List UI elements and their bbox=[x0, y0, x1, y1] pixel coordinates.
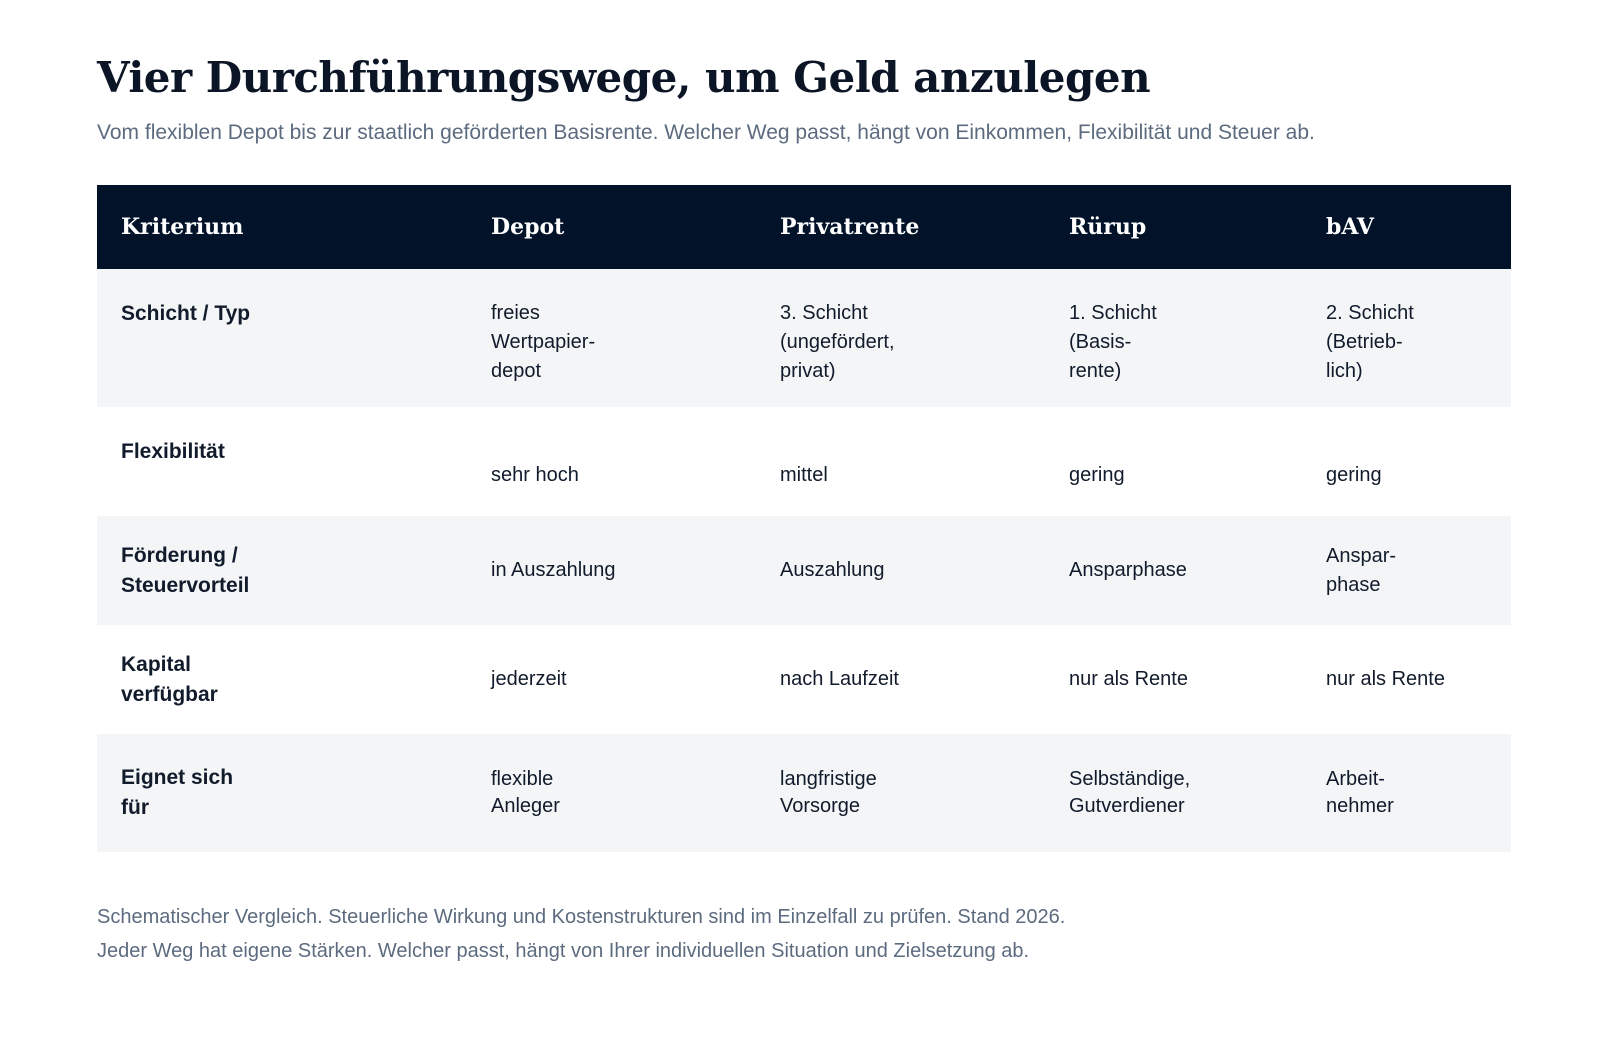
value-line: Selbständige, bbox=[1069, 768, 1191, 790]
value-cell: langfristige Vorsorge bbox=[756, 734, 1045, 852]
value-line: Wertpapier- bbox=[491, 331, 596, 353]
value-line: sehr hoch bbox=[491, 464, 579, 486]
value-cell: jederzeit bbox=[467, 625, 756, 734]
value-cell: nach Laufzeit bbox=[756, 625, 1045, 734]
value-line: 1. Schicht bbox=[1069, 302, 1157, 324]
header-kriterium: Kriterium bbox=[121, 214, 244, 240]
value-line: langfristige bbox=[780, 768, 877, 790]
criterion-cell: Förderung / Steuervorteil bbox=[97, 516, 467, 625]
value-line: 2. Schicht bbox=[1326, 302, 1414, 324]
value-line: (ungefördert, bbox=[780, 331, 895, 353]
value-cell: Anspar- phase bbox=[1302, 516, 1511, 625]
criterion-line: für bbox=[121, 796, 149, 819]
value-line: nur als Rente bbox=[1069, 668, 1188, 690]
criterion-line: Schicht / Typ bbox=[121, 302, 251, 325]
value-cell: 3. Schicht (ungefördert, privat) bbox=[756, 269, 1045, 407]
value-line: lich) bbox=[1326, 360, 1363, 382]
value-line: in Auszahlung bbox=[491, 559, 616, 581]
value-cell: mittel bbox=[756, 407, 1045, 516]
comparison-table: Kriterium Depot Privatrente Rürup bAV Sc… bbox=[97, 185, 1511, 852]
value-line: depot bbox=[491, 360, 542, 382]
value-line: Auszahlung bbox=[780, 559, 885, 581]
table-row: Schicht / Typ freies Wertpapier- depot 3… bbox=[97, 269, 1511, 407]
value-cell: 1. Schicht (Basis- rente) bbox=[1045, 269, 1302, 407]
value-line: (Basis- bbox=[1069, 331, 1132, 353]
criterion-cell: Flexibilität bbox=[97, 407, 467, 516]
value-cell: nur als Rente bbox=[1302, 625, 1511, 734]
table-row: Kapital verfügbar jederzeit nach Laufzei… bbox=[97, 625, 1511, 734]
value-line: Anleger bbox=[491, 795, 560, 817]
page-subtitle: Vom flexiblen Depot bis zur staatlich ge… bbox=[97, 121, 1315, 144]
table-row: Eignet sich für flexible Anleger langfri… bbox=[97, 734, 1511, 852]
value-line: flexible bbox=[491, 768, 554, 790]
header-ruerup: Rürup bbox=[1069, 214, 1147, 240]
value-cell: gering bbox=[1302, 407, 1511, 516]
value-line: Anspar- bbox=[1326, 544, 1397, 567]
value-line: (Betrieb- bbox=[1326, 331, 1403, 353]
footnote-line: Schematischer Vergleich. Steuerliche Wir… bbox=[97, 906, 1066, 928]
criterion-line: Steuervorteil bbox=[121, 573, 250, 597]
header-privatrente: Privatrente bbox=[780, 214, 920, 240]
value-cell: nur als Rente bbox=[1045, 625, 1302, 734]
value-cell: Arbeit- nehmer bbox=[1302, 734, 1511, 852]
value-line: freies bbox=[491, 302, 540, 324]
value-line: rente) bbox=[1069, 360, 1122, 382]
table-row: Förderung / Steuervorteil in Auszahlung … bbox=[97, 516, 1511, 625]
value-cell: sehr hoch bbox=[467, 407, 756, 516]
value-line: phase bbox=[1326, 573, 1381, 596]
criterion-line: Eignet sich bbox=[121, 766, 234, 789]
value-cell: freies Wertpapier- depot bbox=[467, 269, 756, 407]
criterion-line: verfügbar bbox=[121, 682, 218, 706]
footnote: Schematischer Vergleich. Steuerliche Wir… bbox=[97, 900, 1065, 968]
value-line: Vorsorge bbox=[780, 795, 861, 817]
criterion-cell: Eignet sich für bbox=[97, 734, 467, 852]
value-cell: gering bbox=[1045, 407, 1302, 516]
value-cell: flexible Anleger bbox=[467, 734, 756, 852]
value-line: gering bbox=[1326, 464, 1382, 486]
value-cell: 2. Schicht (Betrieb- lich) bbox=[1302, 269, 1511, 407]
value-line: 3. Schicht bbox=[780, 302, 868, 324]
footnote-line: Jeder Weg hat eigene Stärken. Welcher pa… bbox=[97, 940, 1030, 962]
value-cell: Selbständige, Gutverdiener bbox=[1045, 734, 1302, 852]
value-line: nach Laufzeit bbox=[780, 668, 899, 690]
header-bav: bAV bbox=[1326, 214, 1374, 240]
value-line: nehmer bbox=[1326, 795, 1394, 817]
value-line: nur als Rente bbox=[1326, 668, 1445, 690]
value-cell: in Auszahlung bbox=[467, 516, 756, 625]
value-line: jederzeit bbox=[491, 668, 567, 690]
value-line: Gutverdiener bbox=[1069, 795, 1185, 817]
criterion-line: Flexibilität bbox=[121, 440, 225, 463]
header-depot: Depot bbox=[491, 214, 565, 240]
value-cell: Auszahlung bbox=[756, 516, 1045, 625]
value-cell: Ansparphase bbox=[1045, 516, 1302, 625]
criterion-line: Kapital bbox=[121, 652, 192, 676]
value-line: gering bbox=[1069, 464, 1125, 486]
table-header-row: Kriterium Depot Privatrente Rürup bAV bbox=[97, 185, 1511, 269]
value-line: privat) bbox=[780, 360, 836, 382]
page-title: Vier Durchführungswege, um Geld anzulege… bbox=[97, 53, 1151, 102]
criterion-cell: Schicht / Typ bbox=[97, 269, 467, 407]
table-row: Flexibilität sehr hoch mittel gering ger… bbox=[97, 407, 1511, 516]
value-line: Ansparphase bbox=[1069, 559, 1187, 581]
criterion-line: Förderung / bbox=[121, 543, 238, 567]
criterion-cell: Kapital verfügbar bbox=[97, 625, 467, 734]
value-line: Arbeit- bbox=[1326, 768, 1385, 790]
value-line: mittel bbox=[780, 464, 828, 486]
